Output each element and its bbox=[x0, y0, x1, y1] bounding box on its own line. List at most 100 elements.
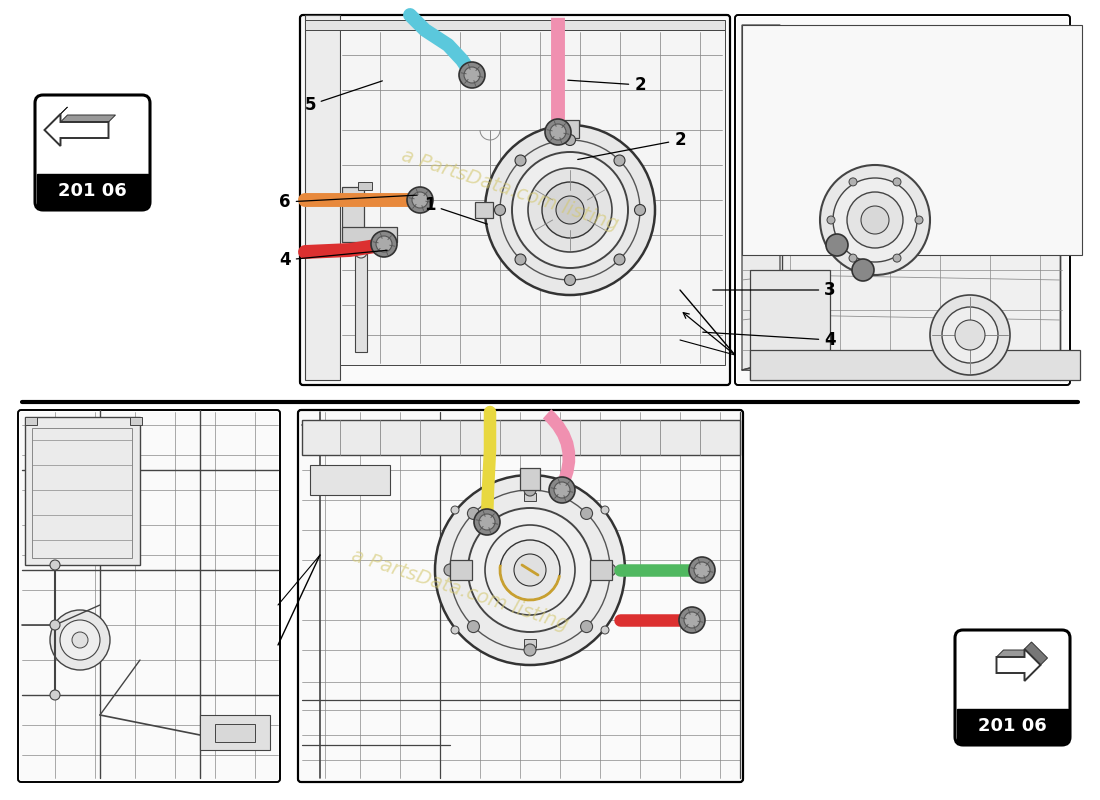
Circle shape bbox=[515, 155, 526, 166]
Circle shape bbox=[528, 168, 612, 252]
Polygon shape bbox=[44, 114, 109, 146]
Text: 4: 4 bbox=[279, 250, 387, 269]
Circle shape bbox=[468, 507, 480, 519]
FancyBboxPatch shape bbox=[298, 410, 742, 782]
Circle shape bbox=[849, 178, 857, 186]
Circle shape bbox=[474, 509, 500, 535]
Circle shape bbox=[464, 67, 480, 83]
Circle shape bbox=[444, 564, 456, 576]
Circle shape bbox=[549, 477, 575, 503]
Circle shape bbox=[451, 626, 459, 634]
Circle shape bbox=[72, 632, 88, 648]
Text: 3: 3 bbox=[713, 281, 836, 299]
Bar bbox=[782, 40, 1060, 360]
Bar bbox=[520, 468, 540, 490]
FancyBboxPatch shape bbox=[300, 15, 730, 385]
Circle shape bbox=[930, 295, 1010, 375]
Bar bbox=[561, 120, 579, 138]
Bar bbox=[750, 350, 1080, 380]
Circle shape bbox=[564, 274, 575, 286]
Text: 2: 2 bbox=[578, 131, 685, 159]
Circle shape bbox=[468, 621, 480, 633]
Bar bbox=[130, 417, 142, 425]
Circle shape bbox=[833, 178, 917, 262]
Bar bbox=[37, 174, 148, 208]
Circle shape bbox=[485, 525, 575, 615]
Text: 201 06: 201 06 bbox=[978, 717, 1047, 735]
Polygon shape bbox=[1024, 642, 1047, 665]
Circle shape bbox=[50, 690, 60, 700]
Circle shape bbox=[434, 475, 625, 665]
Circle shape bbox=[50, 620, 60, 630]
Circle shape bbox=[581, 621, 593, 633]
Polygon shape bbox=[997, 650, 1032, 657]
Circle shape bbox=[601, 506, 609, 514]
Circle shape bbox=[524, 484, 536, 496]
Bar bbox=[737, 17, 1068, 383]
Bar bbox=[25, 417, 37, 425]
Bar bbox=[302, 17, 728, 383]
Circle shape bbox=[554, 482, 570, 498]
Circle shape bbox=[556, 196, 584, 224]
Bar bbox=[302, 420, 740, 455]
Bar bbox=[475, 202, 493, 218]
Text: 201 06: 201 06 bbox=[58, 182, 126, 200]
Bar bbox=[310, 465, 390, 495]
Circle shape bbox=[50, 610, 110, 670]
Circle shape bbox=[524, 644, 536, 656]
Polygon shape bbox=[60, 115, 116, 122]
Circle shape bbox=[893, 254, 901, 262]
Circle shape bbox=[478, 514, 495, 530]
Circle shape bbox=[515, 254, 526, 265]
Circle shape bbox=[495, 205, 506, 215]
Bar bbox=[742, 25, 1082, 255]
Circle shape bbox=[500, 540, 560, 600]
FancyArrowPatch shape bbox=[543, 409, 575, 490]
Circle shape bbox=[412, 192, 428, 208]
Circle shape bbox=[679, 607, 705, 633]
Polygon shape bbox=[305, 20, 725, 30]
Bar bbox=[358, 182, 372, 190]
Circle shape bbox=[614, 155, 625, 166]
Bar bbox=[200, 715, 270, 750]
Circle shape bbox=[485, 125, 654, 295]
Bar bbox=[597, 566, 609, 574]
Bar bbox=[20, 412, 278, 780]
Text: 4: 4 bbox=[703, 331, 836, 349]
Circle shape bbox=[635, 205, 646, 215]
Circle shape bbox=[893, 178, 901, 186]
Circle shape bbox=[468, 508, 592, 632]
FancyBboxPatch shape bbox=[35, 95, 150, 210]
Polygon shape bbox=[25, 417, 140, 565]
Circle shape bbox=[942, 307, 998, 363]
Text: a PartsData.com listing: a PartsData.com listing bbox=[399, 146, 620, 234]
Bar bbox=[524, 639, 536, 647]
Circle shape bbox=[581, 507, 593, 519]
Circle shape bbox=[915, 216, 923, 224]
Circle shape bbox=[820, 165, 930, 275]
Polygon shape bbox=[340, 30, 725, 365]
Circle shape bbox=[550, 124, 566, 140]
Circle shape bbox=[512, 152, 628, 268]
Text: 5: 5 bbox=[305, 81, 383, 114]
FancyArrowPatch shape bbox=[551, 18, 565, 130]
Bar bbox=[355, 252, 367, 352]
Circle shape bbox=[955, 320, 984, 350]
Bar bbox=[451, 566, 463, 574]
Bar bbox=[342, 187, 364, 242]
Polygon shape bbox=[997, 649, 1041, 681]
Circle shape bbox=[544, 119, 571, 145]
Circle shape bbox=[827, 216, 835, 224]
Circle shape bbox=[852, 259, 874, 281]
FancyBboxPatch shape bbox=[735, 15, 1070, 385]
Bar bbox=[750, 270, 830, 380]
Circle shape bbox=[371, 231, 397, 257]
Bar bbox=[450, 560, 472, 580]
Circle shape bbox=[601, 626, 609, 634]
Circle shape bbox=[826, 234, 848, 256]
Circle shape bbox=[694, 562, 710, 578]
Polygon shape bbox=[742, 25, 780, 370]
Bar bbox=[300, 412, 741, 780]
Circle shape bbox=[847, 192, 903, 248]
Circle shape bbox=[50, 560, 60, 570]
